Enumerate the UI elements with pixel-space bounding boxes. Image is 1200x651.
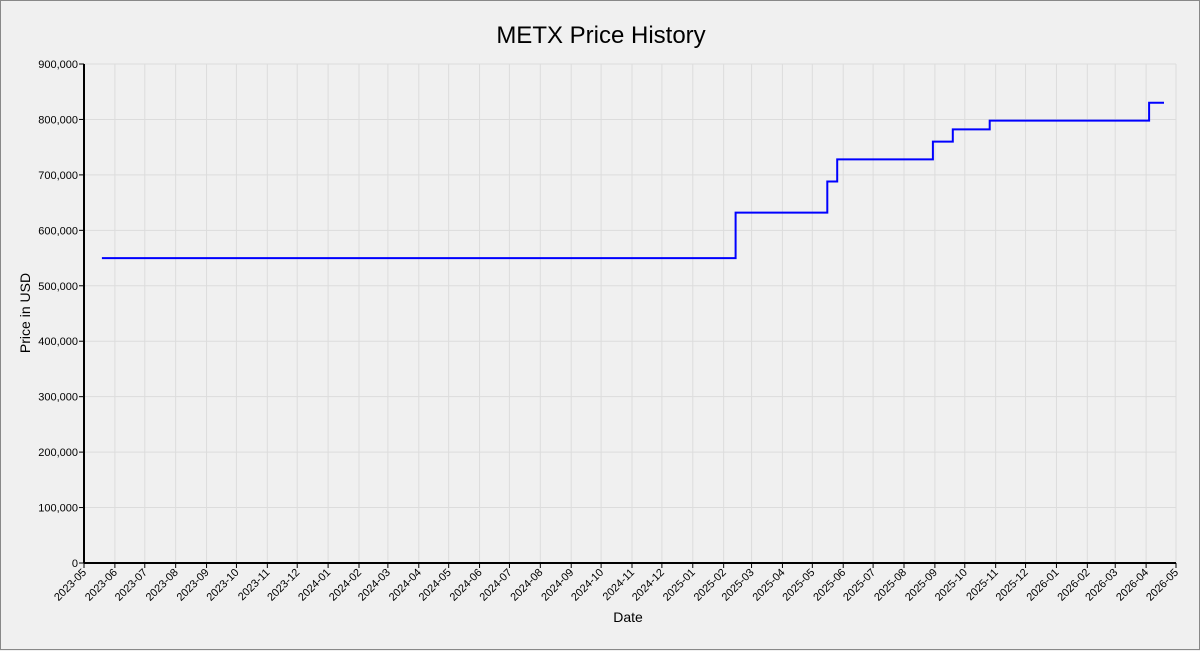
y-tick-label: 500,000 (38, 281, 78, 293)
x-tick-labels: 2023-052023-062023-072023-082023-092023-… (52, 563, 1181, 604)
x-tick-label: 2026-01 (1025, 567, 1062, 604)
price-series-line (101, 101, 1164, 260)
x-tick-label: 2024-10 (569, 567, 606, 604)
x-tick-label: 2023-12 (265, 567, 302, 604)
x-tick-label: 2023-05 (52, 567, 89, 604)
y-tick-label: 900,000 (38, 59, 78, 71)
x-tick-label: 2024-08 (508, 567, 545, 604)
y-tick-label: 0 (72, 558, 78, 570)
y-axis-label: Price in USD (17, 273, 33, 353)
x-tick-label: 2024-07 (478, 567, 515, 604)
series-layer (101, 101, 1164, 260)
x-tick-label: 2026-05 (1144, 567, 1181, 604)
y-tick-label: 700,000 (38, 170, 78, 182)
x-tick-label: 2024-01 (296, 567, 333, 604)
y-tick-label: 400,000 (38, 336, 78, 348)
y-tick-label: 100,000 (38, 503, 78, 515)
x-tick-label: 2025-07 (841, 567, 878, 604)
y-tick-label: 600,000 (38, 225, 78, 237)
y-tick-label: 200,000 (38, 447, 78, 459)
x-tick-label: 2023-10 (205, 567, 242, 604)
x-tick-label: 2024-05 (417, 567, 454, 604)
x-tick-label: 2025-12 (994, 567, 1031, 604)
x-tick-label: 2025-05 (780, 567, 817, 604)
chart-title: METX Price History (496, 22, 705, 49)
x-tick-label: 2024-03 (356, 567, 393, 604)
y-tick-label: 800,000 (38, 114, 78, 126)
x-axis-label: Date (613, 609, 643, 625)
y-tick-label: 300,000 (38, 392, 78, 404)
axes (83, 64, 1176, 564)
x-tick-label: 2025-08 (872, 567, 909, 604)
x-tick-label: 2023-08 (144, 567, 181, 604)
y-tick-labels: 0 100,000 200,000 300,000 400,000 500,000 600,… (38, 59, 84, 570)
grid (83, 63, 1177, 564)
x-tick-label: 2025-10 (933, 567, 970, 604)
x-tick-label: 2025-01 (661, 567, 698, 604)
x-tick-label: 2024-12 (630, 567, 667, 604)
x-tick-label: 2023-07 (113, 567, 150, 604)
